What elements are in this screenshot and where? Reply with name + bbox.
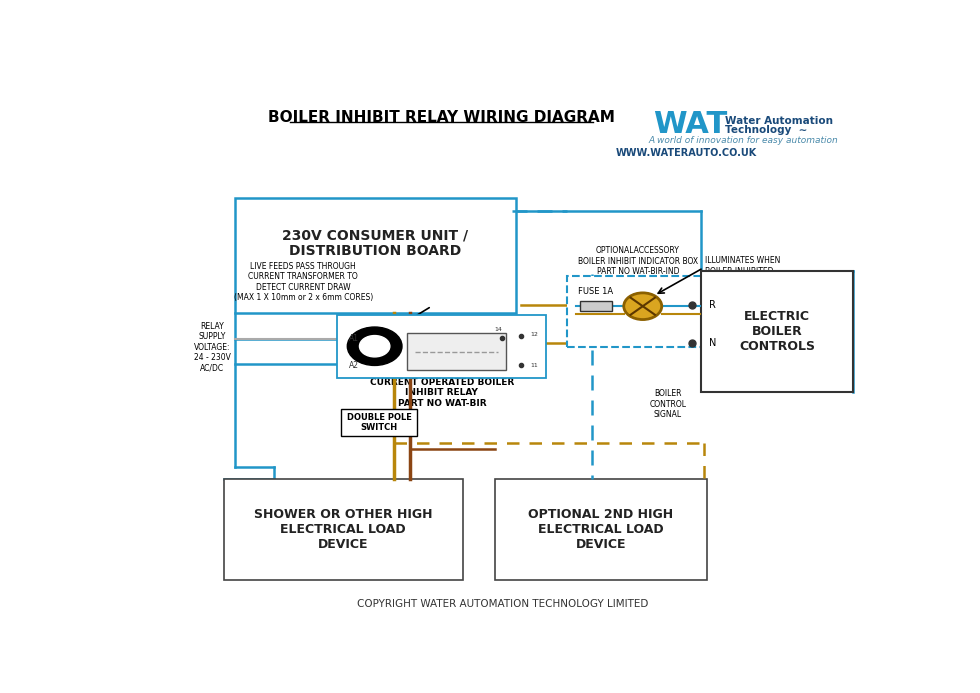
FancyBboxPatch shape	[235, 198, 515, 313]
Text: SHOWER OR OTHER HIGH
ELECTRICAL LOAD
DEVICE: SHOWER OR OTHER HIGH ELECTRICAL LOAD DEV…	[254, 508, 432, 552]
Text: 11: 11	[530, 363, 538, 368]
FancyBboxPatch shape	[337, 315, 546, 378]
Circle shape	[360, 335, 390, 357]
Text: WAT: WAT	[653, 110, 727, 139]
Text: Technology  ∼: Technology ∼	[725, 125, 808, 134]
FancyBboxPatch shape	[341, 409, 417, 437]
FancyBboxPatch shape	[702, 271, 854, 392]
Text: BOILER
CONTROL
SIGNAL: BOILER CONTROL SIGNAL	[650, 389, 686, 419]
Text: ILLUMINATES WHEN
BOILER INHIBITED: ILLUMINATES WHEN BOILER INHIBITED	[705, 256, 780, 276]
FancyBboxPatch shape	[495, 479, 708, 581]
Text: ELECTRIC
BOILER
CONTROLS: ELECTRIC BOILER CONTROLS	[739, 310, 815, 353]
Text: 12: 12	[530, 332, 538, 337]
Text: WWW.WATERAUTO.CO.UK: WWW.WATERAUTO.CO.UK	[615, 148, 757, 157]
Text: RELAY
SUPPLY
VOLTAGE:
24 - 230V
AC/DC: RELAY SUPPLY VOLTAGE: 24 - 230V AC/DC	[194, 322, 230, 373]
Text: COPYRIGHT WATER AUTOMATION TECHNOLOGY LIMITED: COPYRIGHT WATER AUTOMATION TECHNOLOGY LI…	[357, 599, 648, 609]
Text: OPTIONAL 2ND HIGH
ELECTRICAL LOAD
DEVICE: OPTIONAL 2ND HIGH ELECTRICAL LOAD DEVICE	[528, 508, 673, 552]
Text: N: N	[709, 338, 716, 349]
Text: LIVE FEEDS PASS THROUGH
CURRENT TRANSFORMER TO
DETECT CURRENT DRAW
(MAX 1 X 10mm: LIVE FEEDS PASS THROUGH CURRENT TRANSFOR…	[233, 262, 372, 302]
Text: DOUBLE POLE
SWITCH: DOUBLE POLE SWITCH	[347, 413, 412, 432]
Circle shape	[347, 327, 402, 365]
Text: 230V CONSUMER UNIT /
DISTRIBUTION BOARD: 230V CONSUMER UNIT / DISTRIBUTION BOARD	[282, 228, 468, 258]
Text: A world of innovation for easy automation: A world of innovation for easy automatio…	[649, 136, 839, 145]
FancyBboxPatch shape	[223, 479, 463, 581]
FancyBboxPatch shape	[408, 333, 506, 369]
Text: BOILER INHIBIT RELAY WIRING DIAGRAM: BOILER INHIBIT RELAY WIRING DIAGRAM	[269, 110, 614, 125]
Text: A1: A1	[349, 334, 359, 343]
Text: A2: A2	[349, 362, 359, 371]
Text: 14: 14	[495, 327, 503, 332]
Text: CURRENT OPERATED BOILER
INHIBIT RELAY
PART NO WAT-BIR: CURRENT OPERATED BOILER INHIBIT RELAY PA…	[369, 378, 514, 407]
FancyBboxPatch shape	[580, 301, 612, 311]
Circle shape	[624, 293, 662, 319]
Text: FUSE 1A: FUSE 1A	[578, 287, 613, 296]
FancyBboxPatch shape	[566, 277, 709, 347]
Text: OPTIONALACCESSORY
BOILER INHIBIT INDICATOR BOX
PART NO WAT-BIR-IND: OPTIONALACCESSORY BOILER INHIBIT INDICAT…	[578, 247, 698, 277]
Text: Water Automation: Water Automation	[725, 116, 833, 125]
Text: R: R	[709, 300, 715, 310]
